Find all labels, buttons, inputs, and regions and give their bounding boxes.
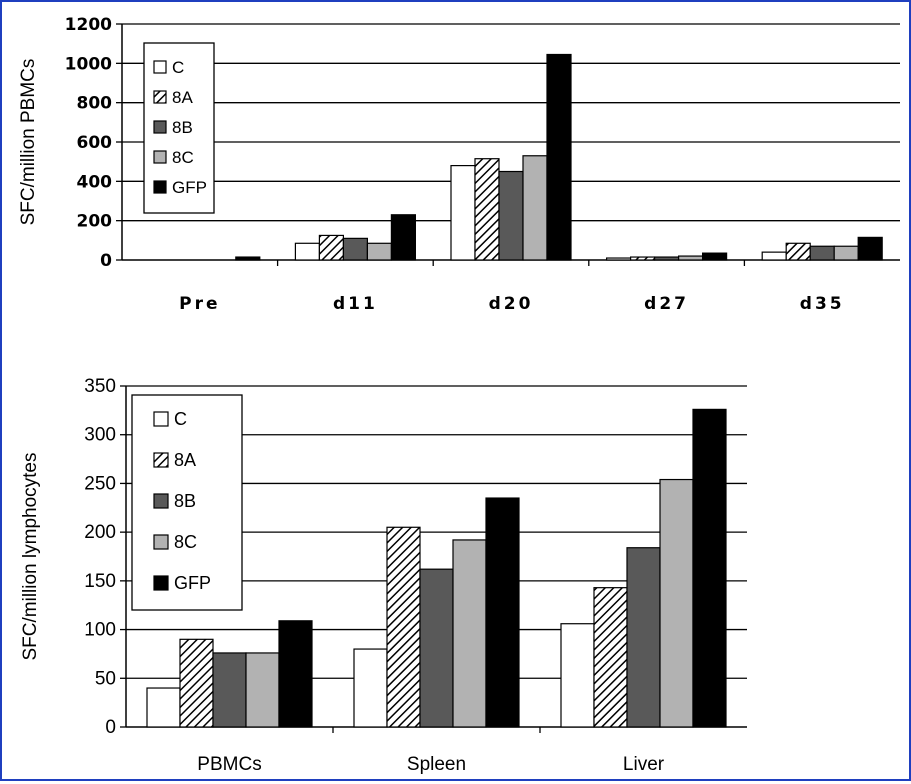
- y-tick-label: 600: [77, 133, 113, 153]
- legend-label-8a: 8A: [174, 450, 196, 470]
- bar-8b-d27: [653, 256, 680, 261]
- bar-8a-d27: [629, 256, 656, 261]
- y-tick-label: 350: [84, 376, 116, 397]
- legend-label-8c: 8C: [172, 148, 194, 167]
- bar-8c-pbmcs: [245, 652, 280, 728]
- bar-gfp-pre: [235, 256, 261, 261]
- bar-8a-d35: [785, 242, 811, 261]
- y-tick-label: 1200: [65, 15, 112, 35]
- bar-8c-liver: [659, 478, 694, 728]
- legend-swatch-gfp: [153, 575, 169, 591]
- x-category-label: d11: [333, 294, 378, 314]
- bar-8b-pbmcs: [212, 652, 247, 728]
- bar-gfp-d35: [857, 236, 883, 261]
- x-category-label: d20: [489, 294, 534, 314]
- y-tick-label: 300: [84, 425, 116, 446]
- legend-swatch-8a: [153, 452, 169, 468]
- legend-swatch-8c: [153, 534, 169, 550]
- legend-swatch-8b: [153, 493, 169, 509]
- legend-swatch-gfp: [153, 180, 167, 194]
- y-tick-label: 150: [84, 571, 116, 592]
- x-category-label: Spleen: [407, 754, 466, 775]
- bar-c-d35: [761, 251, 787, 261]
- bar-gfp-d27: [701, 252, 728, 261]
- bar-c-d27: [605, 257, 632, 261]
- bar-c-d20: [450, 165, 476, 261]
- bar-8a-liver: [593, 587, 628, 728]
- bar-8b-d11: [342, 237, 368, 261]
- bar-8c-spleen: [452, 539, 487, 728]
- y-axis-label: SFC/million lymphocytes: [20, 453, 41, 661]
- x-category-label: Liver: [623, 754, 665, 775]
- bar-c-pbmcs: [146, 687, 181, 728]
- y-tick-label: 50: [95, 668, 116, 689]
- bar-gfp-d20: [546, 53, 572, 261]
- bar-8a-d11: [318, 234, 344, 261]
- y-tick-label: 400: [77, 172, 113, 192]
- bar-gfp-spleen: [485, 497, 520, 728]
- y-tick-label: 200: [77, 212, 113, 232]
- legend-swatch-8b: [153, 120, 167, 134]
- bar-8c-d27: [677, 255, 704, 261]
- legend-swatch-8a: [153, 90, 167, 104]
- y-tick-label: 100: [84, 620, 116, 641]
- legend-label-gfp: GFP: [172, 178, 207, 197]
- legend-label-8a: 8A: [172, 88, 193, 107]
- bar-8b-liver: [626, 547, 661, 728]
- bar-8a-spleen: [386, 526, 421, 728]
- y-tick-label: 0: [100, 251, 112, 271]
- bar-gfp-pbmcs: [278, 620, 313, 728]
- x-category-label: Pre: [179, 294, 220, 314]
- bar-8c-d20: [522, 155, 548, 261]
- x-category-label: d35: [800, 294, 845, 314]
- y-tick-label: 800: [77, 94, 113, 114]
- chart-sfc-lymphocytes: 0 50 100 150 200 250 300 350 PBMCs Spleen Liver SFC…: [20, 376, 747, 775]
- bar-gfp-liver: [692, 408, 727, 728]
- legend-label-gfp: GFP: [174, 573, 211, 593]
- y-tick-label: 1000: [65, 54, 112, 74]
- bar-8b-d35: [809, 245, 835, 261]
- legend-swatch-c: [153, 411, 169, 427]
- bar-8a-pbmcs: [179, 638, 214, 728]
- legend-label-c: C: [174, 409, 187, 429]
- y-tick-label: 0: [105, 717, 116, 738]
- chart-sfc-pbmcs: 0 200 400 600 800 1000 1200 Pre d11 d20 d27 d35 SFC/…: [18, 15, 900, 314]
- legend-label-8b: 8B: [174, 491, 196, 511]
- x-category-label: d27: [644, 294, 689, 314]
- legend-swatch-c: [153, 60, 167, 74]
- y-tick-label: 250: [84, 473, 116, 494]
- legend-label-8c: 8C: [174, 532, 197, 552]
- legend-label-8b: 8B: [172, 118, 193, 137]
- bar-c-spleen: [353, 648, 388, 728]
- bar-8c-d35: [833, 245, 859, 261]
- bar-8b-d20: [498, 170, 524, 261]
- y-tick-label: 200: [84, 522, 116, 543]
- legend-label-c: C: [172, 58, 184, 77]
- bar-c-d11: [294, 242, 320, 261]
- bar-8a-d20: [474, 158, 500, 261]
- legend-box: [131, 394, 243, 611]
- y-axis-label: SFC/million PBMCs: [18, 59, 39, 226]
- legend-swatch-8c: [153, 150, 167, 164]
- bar-gfp-d11: [390, 214, 416, 261]
- bar-c-liver: [560, 623, 595, 728]
- x-category-label: PBMCs: [197, 754, 261, 775]
- bar-8b-spleen: [419, 568, 454, 728]
- bar-8c-d11: [366, 242, 392, 261]
